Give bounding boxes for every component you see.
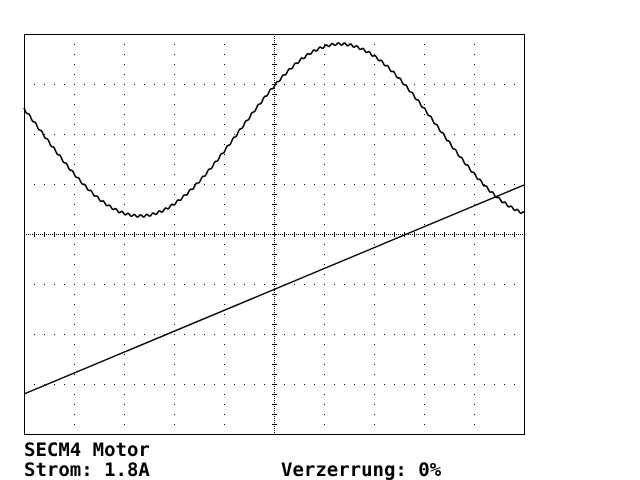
linear-trace bbox=[23, 184, 525, 395]
current-reading: Strom: 1.8A bbox=[24, 459, 150, 480]
device-title: SECM4 Motor bbox=[24, 439, 150, 461]
distortion-reading: Verzerrung: 0% bbox=[281, 459, 442, 480]
graticule bbox=[24, 34, 524, 434]
sine-trace bbox=[23, 42, 525, 218]
traces bbox=[23, 42, 525, 395]
